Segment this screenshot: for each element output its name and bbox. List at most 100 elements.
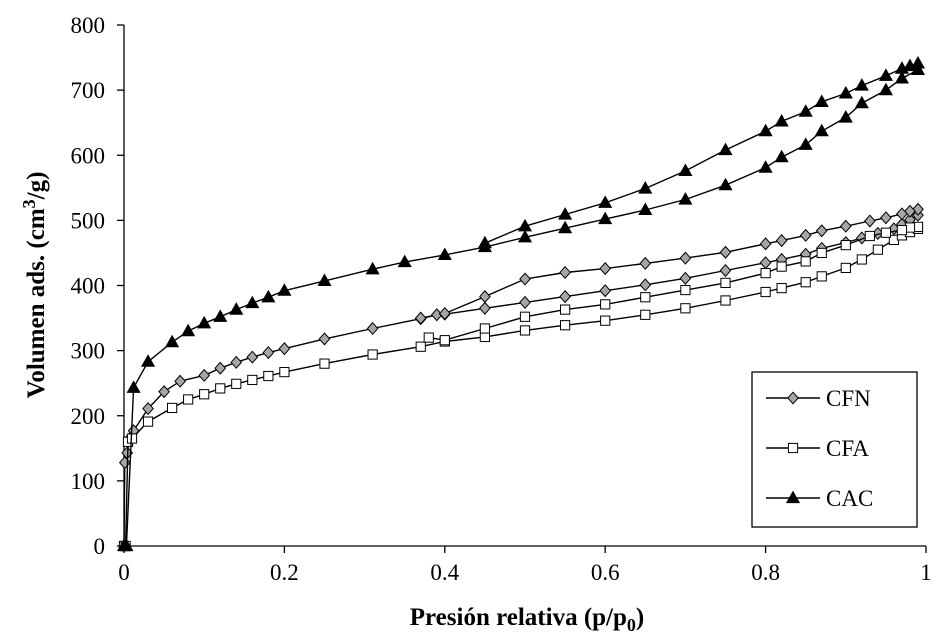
series-cac-desorption-line	[484, 62, 919, 244]
data-point-cac	[758, 160, 773, 173]
data-point-cac	[598, 195, 613, 208]
data-point-cac	[165, 334, 180, 348]
data-point-cac	[678, 192, 693, 205]
data-point-cac	[878, 82, 893, 96]
data-point-cfa	[776, 283, 787, 294]
x-tick-label: 0.8	[751, 560, 780, 585]
data-point-cfa	[215, 383, 226, 394]
data-point-cfn	[262, 346, 275, 360]
x-tick-label: 0.2	[270, 560, 299, 585]
data-point-cfa	[800, 277, 811, 288]
data-point-cfn	[775, 234, 788, 248]
data-point-cac	[558, 220, 573, 234]
data-point-cac	[894, 70, 909, 84]
data-point-cfa	[776, 261, 787, 272]
y-tick-label: 100	[71, 469, 106, 494]
y-tick-label: 800	[71, 13, 106, 38]
data-point-cfa	[560, 304, 571, 315]
data-point-cfa	[800, 256, 811, 267]
data-point-cac	[854, 95, 869, 109]
data-point-cfa	[183, 394, 194, 405]
data-point-cfn	[639, 278, 652, 292]
data-point-cfn	[639, 256, 652, 270]
legend: CFN CFA CAC	[751, 371, 918, 528]
data-point-cfa	[856, 254, 867, 265]
data-point-cac	[878, 68, 893, 81]
data-point-cac	[181, 323, 196, 337]
y-axis-title: Volumen ads. (cm3/g)	[19, 172, 50, 399]
y-tick-label: 700	[71, 78, 106, 103]
data-point-cfn	[559, 290, 571, 304]
legend-label-cfn: CFN	[826, 386, 871, 411]
legend-marker-cfa	[787, 442, 799, 454]
data-point-cfn	[719, 263, 732, 278]
data-point-cfa	[279, 367, 290, 378]
data-point-cfa	[479, 323, 490, 334]
data-point-cac	[798, 137, 813, 150]
data-point-cfa	[263, 370, 274, 382]
legend-marker-cfn	[787, 391, 799, 405]
data-point-cfn	[679, 271, 692, 285]
data-point-cfn	[839, 219, 852, 233]
x-axis-title: Presión relativa (p/p0)	[410, 604, 644, 635]
data-point-cac	[774, 113, 789, 127]
legend-entries: CFN CFA CAC	[766, 386, 873, 511]
x-axis-title-close: )	[636, 604, 644, 631]
data-point-cac	[477, 235, 492, 249]
data-point-cac	[141, 354, 156, 367]
legend-entry-cfa: CFA	[766, 436, 869, 461]
data-point-cfa	[872, 244, 883, 255]
data-point-cac	[838, 85, 853, 99]
data-point-cac	[814, 123, 829, 137]
y-axis-title-superscript: 3	[19, 199, 39, 208]
data-point-cac	[854, 78, 869, 91]
data-point-cfn	[366, 321, 379, 336]
data-point-cfn	[142, 402, 154, 416]
data-point-cac	[277, 283, 292, 296]
data-point-cfa	[880, 227, 891, 238]
x-tick-label: 0.4	[430, 560, 459, 585]
data-point-cac	[197, 315, 212, 329]
data-point-cfn	[278, 342, 291, 356]
x-tick-label: 0	[118, 560, 130, 585]
data-point-cfa	[600, 299, 611, 310]
series-layer	[116, 56, 926, 553]
data-point-cfa	[479, 331, 490, 343]
series-cfa	[118, 221, 924, 552]
data-point-cfa	[319, 358, 330, 369]
y-tick-label: 200	[71, 404, 106, 429]
y-tick-label: 600	[71, 143, 106, 168]
y-tick-label: 500	[71, 208, 106, 233]
data-point-cfn	[863, 214, 876, 228]
data-point-cfn	[679, 251, 692, 265]
data-point-cfn	[559, 265, 571, 280]
legend-entry-cfn: CFN	[766, 386, 871, 411]
x-axis-title-subscript: 0	[627, 615, 636, 635]
data-point-cfn	[479, 301, 491, 315]
data-point-cfn	[479, 290, 491, 304]
y-tick-labels: 0 100 200 300 400 500 600 700 800	[71, 13, 106, 559]
data-point-cac	[814, 94, 829, 107]
data-point-cfn	[759, 256, 772, 270]
data-point-cfn	[230, 355, 243, 369]
data-point-cac	[517, 218, 533, 232]
data-point-cac	[397, 254, 412, 268]
data-point-cfn	[174, 374, 187, 388]
data-point-cfa	[760, 268, 771, 279]
data-point-cac	[638, 202, 653, 216]
data-point-cac	[245, 295, 260, 309]
x-axis-title-main: Presión relativa (p/p	[410, 604, 627, 631]
data-point-cfa	[640, 292, 651, 303]
data-point-cfa	[816, 271, 827, 282]
data-point-cac	[437, 247, 452, 260]
x-tick-labels: 0 0.2 0.4 0.6 0.8 1	[118, 560, 932, 585]
data-point-cfn	[759, 237, 772, 251]
data-point-cfa	[415, 341, 426, 352]
y-tick-label: 300	[71, 339, 106, 364]
data-point-cfa	[519, 325, 531, 336]
legend-marker-cac	[785, 490, 801, 504]
data-point-cfn	[896, 207, 908, 221]
data-point-cfa	[367, 349, 378, 360]
data-point-cac	[678, 163, 693, 176]
